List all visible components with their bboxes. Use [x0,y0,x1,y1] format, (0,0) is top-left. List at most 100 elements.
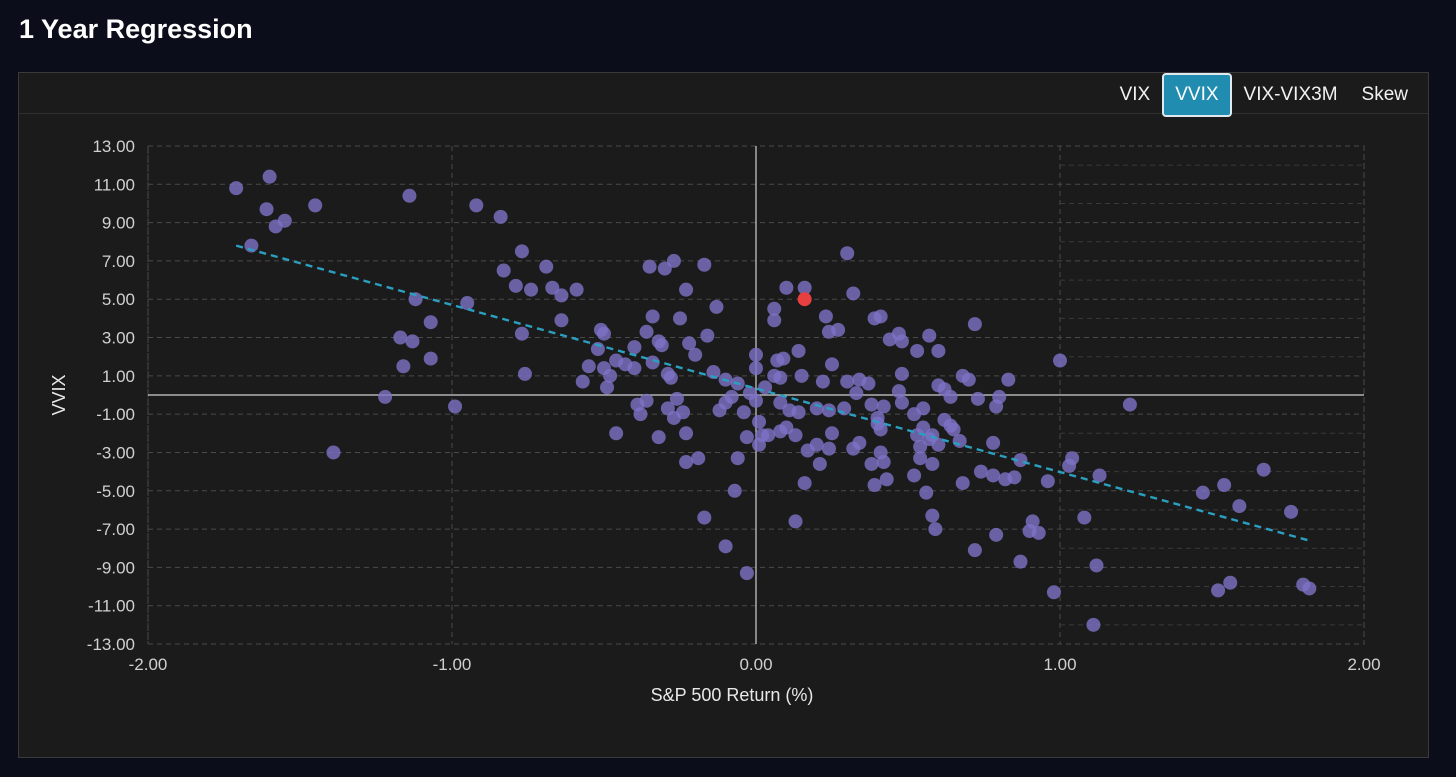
data-point [326,445,341,460]
data-point [639,393,654,408]
data-point [727,483,742,498]
data-point [891,384,906,399]
data-point [873,309,888,324]
x-tick-label: -1.00 [433,655,472,674]
page-title: 1 Year Regression [19,14,253,44]
data-point [718,539,733,554]
data-point [1007,470,1022,485]
data-point [809,437,824,452]
data-point [846,286,861,301]
data-point [697,257,712,272]
y-tick-label: -5.00 [96,482,135,501]
data-point [633,407,648,422]
data-points [229,169,1317,632]
data-point [408,292,423,307]
data-point [973,464,988,479]
chart-panel: VIX VVIX VIX-VIX3M Skew -2.00 -1.00 0.00 1.… [18,72,1429,758]
data-point [554,288,569,303]
data-point [627,340,642,355]
tab-skew[interactable]: Skew [1350,74,1420,116]
data-point [821,441,836,456]
data-point [423,315,438,330]
series-tabs: VIX VVIX VIX-VIX3M Skew [1108,73,1420,117]
data-point [989,527,1004,542]
y-tick-labels: 13.00 11.00 9.00 7.00 5.00 3.00 1.00 -1.00 -3.00… [87,137,135,654]
data-point [1195,485,1210,500]
tab-vvix[interactable]: VVIX [1162,73,1232,117]
data-point [1053,353,1067,368]
x-tick-label: 2.00 [1347,655,1380,674]
data-point [773,424,788,439]
data-point [879,472,894,487]
data-point [1217,478,1232,493]
data-point [1089,558,1104,573]
data-point [894,366,909,381]
y-tick-label: -11.00 [88,597,135,616]
data-point [308,198,323,213]
data-point [1092,468,1107,483]
data-point [919,485,934,500]
data-point [268,219,283,234]
data-point [581,359,596,374]
data-point [840,374,855,389]
data-point [922,328,937,343]
data-point [496,263,511,278]
data-point [736,405,751,420]
tab-vix-vix3m[interactable]: VIX-VIX3M [1232,74,1350,116]
x-tick-labels: -2.00 -1.00 0.00 1.00 2.00 [129,655,1381,674]
data-point [818,309,833,324]
data-point [967,543,982,558]
data-point [1077,510,1092,525]
data-point [378,389,393,404]
data-point [469,198,484,213]
x-axis-label: S&P 500 Return (%) [651,685,814,705]
y-tick-label: 13.00 [92,137,135,156]
data-point [259,202,274,217]
y-tick-label: 1.00 [102,367,135,386]
data-point [402,188,417,203]
data-point [645,309,660,324]
data-point [524,282,539,297]
data-point [992,389,1007,404]
data-point [831,322,846,337]
data-point [396,359,411,374]
data-point [910,343,925,358]
data-point [876,455,891,470]
data-point [393,330,408,345]
data-point [794,368,809,383]
data-point [514,244,529,259]
data-point [761,428,776,443]
data-point [916,401,931,416]
data-point [405,334,420,349]
y-axis-label: VVIX [49,374,69,415]
data-point [600,380,615,395]
data-point [788,514,803,529]
data-point [1256,462,1271,477]
data-point [967,317,982,332]
data-point [709,299,724,314]
data-point [873,422,888,437]
data-point [1001,372,1016,387]
data-point [493,209,508,224]
data-point [952,433,967,448]
y-tick-label: 3.00 [102,329,135,348]
data-point [460,296,475,311]
data-point [894,395,909,410]
tab-vix[interactable]: VIX [1108,74,1163,116]
data-point [1040,474,1055,489]
data-point [955,476,970,491]
data-point [508,278,523,293]
data-point [679,455,694,470]
data-point [852,435,867,450]
data-point [688,347,703,362]
data-point [669,391,684,406]
data-point [1046,585,1061,600]
regression-scatter-chart: -2.00 -1.00 0.00 1.00 2.00 13.00 11.00 9.00 7.0… [49,137,1381,705]
data-point [749,361,763,376]
data-point [767,313,782,328]
regression-line [235,244,1310,542]
y-tick-label: 9.00 [102,214,135,233]
data-point [752,414,767,429]
data-point [913,451,928,466]
data-point [676,405,691,420]
